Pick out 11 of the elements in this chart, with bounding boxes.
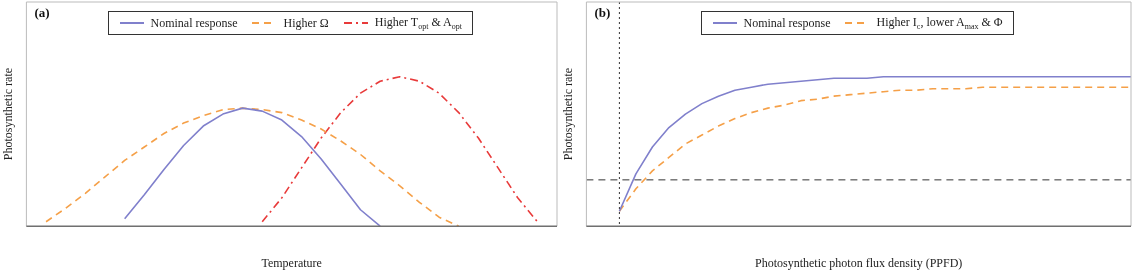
x-axis-title: Photosynthetic photon flux density (PPFD) <box>755 255 963 270</box>
text: (a) <box>34 4 50 20</box>
text: (b) <box>594 4 611 20</box>
legend-label: Higher T$_{opt}$ & A$_{opt}$ <box>374 15 462 32</box>
y-axis-title: Photosynthetic rate <box>1 67 16 161</box>
legend-label: Nominal response <box>743 15 831 31</box>
legend-label: Higher I$_{c}$, lower A$_{max}$ & Φ <box>876 15 1003 32</box>
x-axis-title: Temperature <box>261 255 322 270</box>
y-axis-title: Photosynthetic rate <box>561 67 576 161</box>
legend-label: Higher Ω <box>283 15 329 31</box>
legend-label: Nominal response <box>150 15 238 31</box>
